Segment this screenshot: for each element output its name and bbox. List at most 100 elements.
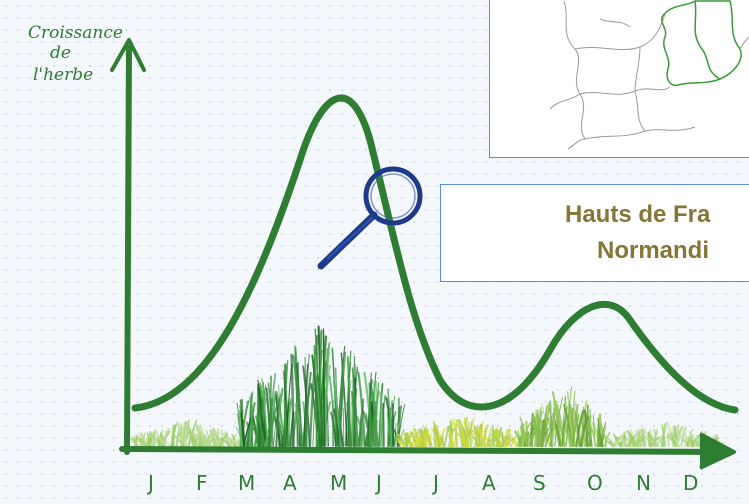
grass-blade bbox=[621, 435, 624, 447]
grass-blade bbox=[410, 432, 419, 447]
grass-blade bbox=[547, 419, 554, 447]
grass-blade bbox=[453, 421, 459, 447]
grass-blade bbox=[391, 425, 396, 447]
grass-blade bbox=[581, 406, 585, 447]
grass-blade bbox=[325, 362, 329, 447]
grass-blade bbox=[550, 406, 556, 447]
grass-blade bbox=[586, 414, 593, 447]
grass-blade bbox=[292, 354, 302, 448]
grass-blade bbox=[587, 431, 592, 447]
month-label-3: M bbox=[238, 471, 255, 495]
grass-blade bbox=[360, 408, 365, 447]
grass-blade bbox=[477, 426, 486, 448]
grass-blade bbox=[666, 433, 670, 447]
grass-blade bbox=[439, 436, 446, 447]
grass-blade bbox=[693, 437, 696, 447]
grass-blade bbox=[501, 435, 509, 448]
grass-blade bbox=[392, 403, 395, 447]
grass-blade bbox=[272, 393, 282, 447]
month-label-11: N bbox=[636, 471, 651, 495]
grass-blade bbox=[575, 409, 585, 448]
grass-blade bbox=[674, 425, 677, 447]
grass-blade bbox=[457, 433, 468, 448]
grass-blade bbox=[395, 437, 404, 447]
grass-blade bbox=[555, 403, 566, 448]
grass-blade bbox=[597, 424, 600, 447]
grass-blade bbox=[540, 419, 543, 447]
month-label-4: A bbox=[283, 471, 297, 495]
month-label-6: J bbox=[374, 471, 382, 495]
grass-blade bbox=[387, 393, 392, 447]
grass-blade bbox=[404, 440, 409, 447]
grass-blade bbox=[312, 375, 318, 447]
grass-blade bbox=[496, 427, 502, 448]
grass-blade bbox=[160, 430, 171, 448]
grass-blade bbox=[295, 369, 304, 447]
grass-blade bbox=[256, 413, 266, 447]
grass-blade bbox=[130, 438, 139, 448]
grass-blade bbox=[581, 416, 592, 447]
grass-blade bbox=[561, 405, 568, 447]
grass-blade bbox=[357, 372, 367, 447]
month-label-1: J bbox=[146, 471, 154, 495]
grass-blade bbox=[282, 370, 289, 447]
grass-blade bbox=[382, 402, 385, 447]
grass-blade bbox=[371, 390, 379, 448]
grass-blade bbox=[303, 363, 309, 447]
y-axis-title-line3: l'herbe bbox=[33, 65, 93, 85]
grass-blade bbox=[209, 429, 218, 448]
grass-blade bbox=[200, 433, 207, 447]
region-label-line2: Normandi bbox=[597, 237, 710, 264]
month-label-9: S bbox=[533, 471, 546, 495]
grass-blade bbox=[491, 424, 495, 448]
grass-illustration bbox=[130, 325, 725, 448]
grass-blade bbox=[290, 353, 295, 448]
grass-blade bbox=[214, 430, 221, 448]
grass-blade bbox=[695, 430, 703, 447]
grass-blade bbox=[680, 426, 687, 448]
grass-blade bbox=[412, 439, 421, 447]
grass-blade bbox=[404, 437, 413, 447]
grass-blade bbox=[579, 416, 590, 448]
grass-blade bbox=[351, 391, 356, 447]
grass-blade bbox=[640, 429, 645, 448]
grass-blade bbox=[661, 424, 666, 447]
grass-blade bbox=[368, 382, 372, 447]
grass-blade bbox=[651, 430, 659, 447]
region-label-line1: Hauts de Fra bbox=[565, 201, 711, 228]
grass-blade bbox=[249, 396, 253, 447]
grass-blade bbox=[604, 439, 614, 447]
grass-blade bbox=[432, 420, 442, 447]
grass-blade bbox=[229, 438, 239, 447]
grass-blade bbox=[476, 424, 479, 447]
y-axis-title-line2: de bbox=[50, 43, 71, 63]
grass-blade bbox=[566, 390, 573, 447]
grass-blade bbox=[638, 438, 642, 447]
grass-blade bbox=[424, 431, 427, 447]
grass-blade bbox=[486, 428, 492, 447]
grass-blade bbox=[374, 382, 380, 447]
grass-blade bbox=[565, 410, 571, 447]
grass-blade bbox=[457, 419, 464, 448]
growth-curve bbox=[131, 94, 739, 414]
grass-blade bbox=[645, 436, 652, 447]
grass-blade bbox=[152, 431, 155, 447]
grass-blade bbox=[478, 434, 481, 447]
grass-blade bbox=[421, 429, 429, 447]
grass-blade bbox=[545, 402, 550, 447]
month-label-2: F bbox=[196, 471, 208, 495]
grass-blade bbox=[308, 334, 319, 448]
grass-blade bbox=[523, 433, 528, 448]
grass-blade bbox=[443, 425, 450, 447]
grass-blade bbox=[156, 436, 161, 447]
grass-blade bbox=[346, 402, 353, 448]
grass-blade bbox=[188, 419, 198, 447]
grass-blade bbox=[462, 429, 466, 447]
grass-blade bbox=[176, 433, 179, 447]
france-map bbox=[549, 0, 749, 150]
grass-blade bbox=[322, 328, 326, 447]
grass-blade bbox=[269, 375, 273, 447]
y-axis bbox=[110, 38, 146, 455]
grass-blade bbox=[497, 431, 500, 447]
